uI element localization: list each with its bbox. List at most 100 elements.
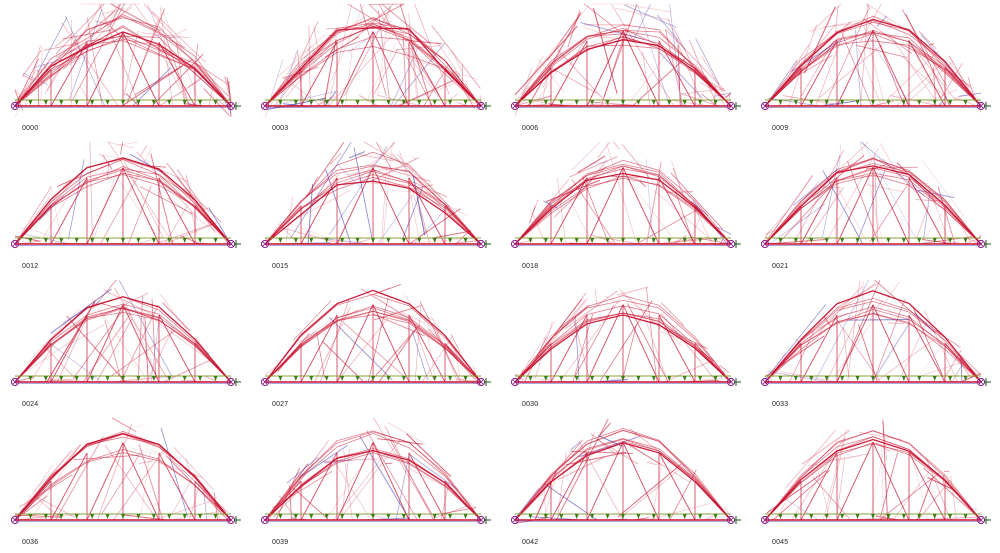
top-chord [14,432,232,521]
faint-member [615,7,671,21]
faint-member [632,3,651,43]
faint-member [923,189,931,240]
diagonal-member [336,442,374,521]
faint-member [664,28,726,92]
load-arrow-icon [793,514,798,519]
faint-member [377,10,391,107]
load-arrow-icon [886,100,891,105]
faint-member [959,353,982,376]
faint-member [346,165,408,176]
faint-member [111,417,137,432]
diagonal-member [836,29,874,107]
top-chord [264,22,482,107]
faint-member [764,212,786,238]
faint-member [841,33,873,107]
load-arrow-icon [698,514,703,519]
faint-member [436,331,461,383]
faint-member [780,371,837,383]
support-circle-icon [760,377,770,387]
faint-member [764,304,827,380]
faint-member [979,103,982,113]
load-arrow-icon [386,514,391,519]
diagonal-member [86,442,124,521]
load-arrow-icon [621,238,625,243]
load-arrow-icon [948,100,953,105]
truss-frame-0015: 0015 [251,138,501,276]
faint-member [398,80,454,107]
top-chord [264,289,482,383]
faint-member [32,446,78,492]
load-arrow-icon [559,100,564,105]
support-circle-icon [10,377,20,387]
support-cross-icon [978,241,984,247]
top-chord [764,15,982,107]
support-cross-icon [12,517,18,523]
faint-member [673,237,720,243]
frame-label: 0042 [522,539,539,546]
faint-member [860,141,924,196]
faint-member [871,323,910,383]
faint-member [46,3,103,91]
load-arrow-icon [386,100,391,105]
load-arrow-icon [59,238,64,243]
faint-member [141,32,190,39]
faint-member [329,152,342,165]
support-cross-icon [762,103,768,109]
truss-diagram [260,284,491,387]
diagonal-member [836,304,874,383]
faint-member [572,313,594,383]
diagonal-member [122,304,160,383]
faint-member [564,290,618,330]
load-arrow-icon [151,376,156,381]
faint-member [40,46,43,102]
faint-member [572,316,591,382]
faint-member [140,145,148,157]
support-circle-icon [760,101,770,111]
support-circle-icon [10,515,20,525]
faint-member [534,471,557,520]
faint-member [967,238,982,245]
load-arrow-icon [917,376,922,381]
faint-member [926,89,957,104]
top-chord [514,438,732,521]
faint-member [450,333,461,353]
load-arrow-icon [574,376,579,381]
faint-member [824,8,869,107]
faint-member [304,141,345,199]
faint-member [374,48,399,94]
load-arrow-icon [809,238,814,243]
diagonal-member [764,480,802,521]
frame-label: 0036 [22,539,39,546]
faint-member [764,60,798,107]
faint-member [768,97,820,107]
faint-member [604,295,619,304]
faint-member [872,100,894,107]
load-arrow-icon [698,376,703,381]
load-arrow-icon [963,376,968,381]
faint-member [423,64,449,107]
diagonal-member [122,32,160,107]
load-arrow-icon [213,100,218,105]
load-arrow-icon [605,100,610,105]
load-arrow-icon [198,376,203,381]
frame-label: 0006 [522,125,539,132]
load-arrow-icon [182,100,187,105]
faint-member [155,500,213,521]
faint-member [328,316,393,381]
faint-member [14,112,18,118]
faint-member [352,3,394,42]
load-arrow-icon [105,376,110,381]
load-arrow-icon [198,238,203,243]
load-arrow-icon [432,238,437,243]
faint-member [578,469,582,476]
faint-member [591,235,639,245]
top-chord [514,427,732,521]
load-arrow-icon [448,514,453,519]
load-arrow-icon [448,376,453,381]
truss-diagram [760,3,991,113]
diagonal-member [50,314,88,383]
support-cross-icon [512,517,518,523]
top-chord [264,430,482,521]
faint-member [176,168,206,211]
load-arrow-icon [651,376,656,381]
